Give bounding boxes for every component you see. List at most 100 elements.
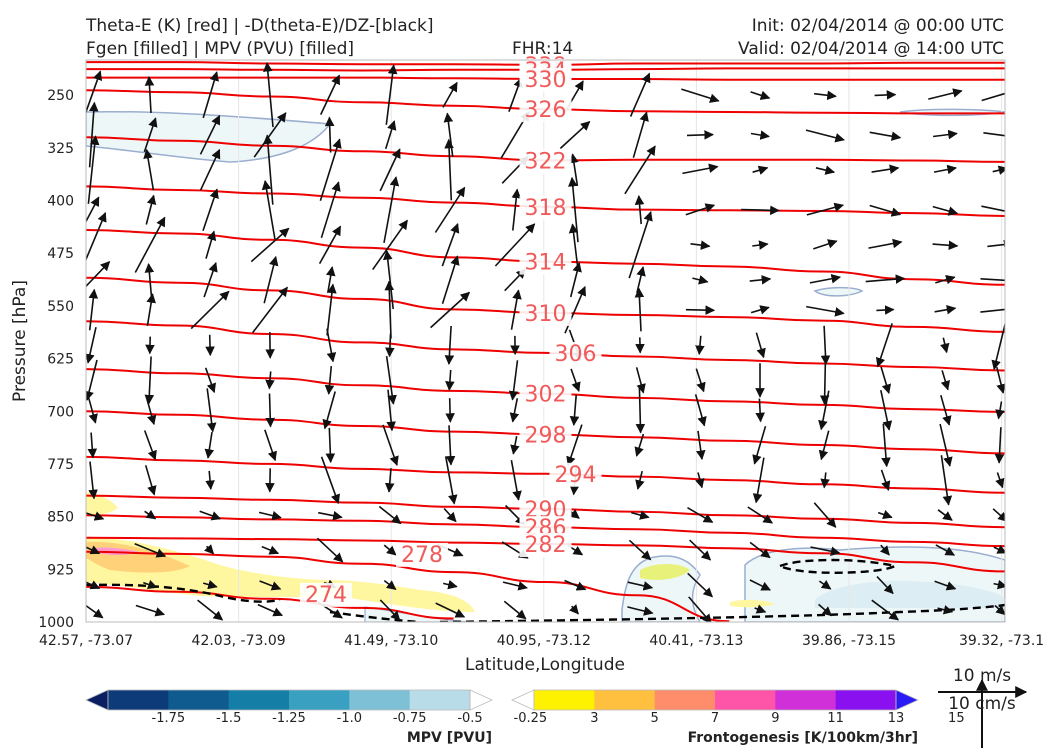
wind-vector — [143, 430, 157, 461]
stability-contours — [86, 558, 1005, 622]
reference-vector-vertical-label: 10 cm/s — [948, 694, 1016, 714]
wind-vector — [568, 223, 579, 266]
colorbar-tick-label: -0.5 — [457, 711, 482, 726]
wind-vector — [632, 111, 649, 158]
contour-label-bg — [519, 149, 572, 174]
wind-vector — [937, 509, 953, 521]
wind-vector — [502, 581, 528, 591]
wind-vector — [445, 369, 455, 391]
wind-vector — [928, 88, 963, 100]
mpv-region-mid-right — [813, 286, 864, 297]
y-tick-label: 550 — [47, 299, 74, 315]
y-tick-label: 1000 — [38, 615, 74, 631]
wind-vector — [445, 398, 455, 423]
contour-label-bg — [519, 195, 572, 220]
wind-vector — [144, 465, 157, 496]
y-axis-label: Pressure [hPa] — [10, 280, 30, 402]
wind-vector — [259, 580, 282, 591]
wind-vector — [384, 120, 397, 150]
wind-vector — [980, 278, 1005, 282]
valid-time: Valid: 02/04/2014 @ 14:00 UTC — [738, 39, 1004, 59]
wind-vector — [806, 305, 845, 317]
wind-vector — [385, 64, 398, 125]
wind-vector — [86, 580, 101, 590]
theta-e-line — [86, 320, 1005, 372]
fgen-region-lower-center — [640, 564, 690, 580]
y-tick-label: 850 — [47, 510, 74, 526]
wind-vector — [383, 176, 400, 244]
wind-vector — [819, 355, 830, 405]
wind-vector — [686, 130, 714, 140]
colorbar-tick-label: -0.25 — [514, 711, 548, 726]
wind-vector — [749, 579, 771, 591]
wind-vector — [749, 541, 771, 559]
wind-vector — [752, 240, 769, 250]
wind-vector — [940, 394, 952, 426]
wind-vector — [818, 580, 832, 590]
wind-vector — [257, 603, 283, 617]
y-tick-label: 625 — [47, 352, 74, 368]
wind-vector — [818, 603, 833, 617]
colorbar-swatch — [85, 689, 109, 711]
wind-vector — [86, 545, 101, 555]
colorbar-swatch — [108, 690, 169, 710]
contour-label-bg — [396, 542, 448, 567]
colorbar-swatch — [835, 690, 897, 710]
wind-vector — [685, 305, 716, 315]
wind-vector — [628, 539, 652, 561]
wind-vector — [383, 579, 397, 591]
wind-vector — [696, 430, 706, 461]
wind-vector — [144, 76, 155, 114]
colorbar-swatch — [775, 690, 837, 710]
wind-vector — [135, 604, 166, 617]
wind-vector — [444, 325, 455, 365]
wind-vector — [877, 509, 893, 520]
wind-vector — [320, 456, 340, 505]
wind-vector — [995, 401, 1005, 420]
wind-vector — [981, 92, 1005, 102]
y-tick-label: 250 — [47, 88, 74, 104]
wind-vector — [202, 579, 218, 590]
contour-label-bg — [549, 462, 602, 487]
wind-vector — [569, 262, 582, 298]
contour-label: 298 — [525, 423, 567, 448]
wind-vector — [508, 360, 519, 401]
contour-label: 330 — [525, 68, 567, 93]
wind-vector — [750, 305, 770, 315]
wind-vector — [559, 120, 591, 149]
colorbar-tick-label: 9 — [771, 711, 779, 726]
wind-vector — [143, 117, 158, 153]
wind-vector — [741, 205, 780, 216]
wind-vector — [316, 537, 344, 563]
colorbar-tick-label: -1.25 — [272, 711, 306, 726]
colorbar-swatch — [469, 689, 493, 711]
wind-vector — [382, 424, 399, 467]
stability-dashed-left — [86, 583, 281, 603]
wind-vector — [635, 470, 645, 490]
wind-vector — [87, 432, 98, 459]
wind-vector — [326, 283, 337, 336]
colorbar-swatch — [654, 690, 716, 710]
contour-label: 274 — [305, 583, 347, 608]
wind-vector — [695, 472, 705, 489]
reference-vector-horizontal-label: 10 m/s — [953, 666, 1011, 686]
x-tick-label: 39.86, -73.15 — [802, 633, 896, 649]
colorbar-outline — [107, 689, 471, 711]
wind-vector — [443, 112, 454, 157]
wind-vector — [564, 579, 587, 591]
wind-vector — [570, 368, 581, 393]
colorbar-swatch — [534, 690, 595, 710]
wind-vector — [694, 394, 707, 427]
wind-vector — [324, 366, 335, 395]
wind-vector — [995, 472, 1005, 489]
wind-vector — [379, 148, 401, 192]
y-tick-label: 325 — [47, 141, 74, 157]
wind-vector — [754, 604, 767, 614]
wind-vector — [319, 138, 342, 201]
wind-vector — [509, 398, 520, 423]
colorbar-swatch — [168, 690, 230, 710]
stability-dashed-loop — [777, 558, 899, 574]
colorbar-swatch — [409, 690, 471, 710]
y-axis-ticks: 250 325 400 475 550 625 700 775 850 925 1000 — [38, 88, 74, 631]
filled-fields — [86, 108, 1005, 622]
